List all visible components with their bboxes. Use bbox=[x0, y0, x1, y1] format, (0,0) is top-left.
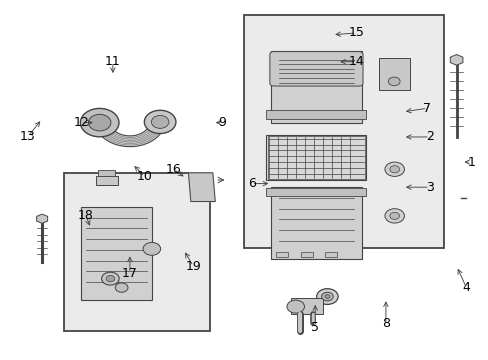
Text: 14: 14 bbox=[348, 55, 364, 68]
Text: 2: 2 bbox=[425, 130, 433, 144]
Bar bbox=[266, 188, 366, 196]
Circle shape bbox=[384, 209, 404, 223]
Text: 5: 5 bbox=[310, 320, 319, 333]
Circle shape bbox=[286, 300, 304, 313]
Circle shape bbox=[387, 77, 399, 86]
Polygon shape bbox=[188, 173, 215, 202]
Text: 3: 3 bbox=[425, 181, 433, 194]
Circle shape bbox=[80, 108, 119, 137]
Text: 8: 8 bbox=[381, 317, 389, 330]
Text: 13: 13 bbox=[20, 130, 35, 144]
Text: 16: 16 bbox=[165, 163, 182, 176]
Text: 4: 4 bbox=[462, 281, 469, 294]
Bar bbox=[98, 170, 115, 176]
Circle shape bbox=[88, 114, 111, 131]
Bar bbox=[96, 176, 118, 185]
Bar bbox=[64, 173, 210, 330]
Circle shape bbox=[325, 295, 329, 298]
Text: 7: 7 bbox=[423, 102, 430, 115]
FancyBboxPatch shape bbox=[269, 51, 362, 86]
Text: 10: 10 bbox=[136, 170, 152, 183]
Bar bbox=[266, 135, 366, 180]
Circle shape bbox=[389, 166, 399, 173]
Bar bbox=[267, 136, 364, 179]
Circle shape bbox=[115, 283, 128, 292]
Circle shape bbox=[144, 110, 176, 134]
Circle shape bbox=[316, 289, 337, 305]
Text: 17: 17 bbox=[122, 267, 138, 280]
Text: 12: 12 bbox=[73, 116, 89, 129]
Bar bbox=[276, 252, 288, 257]
Text: 18: 18 bbox=[78, 210, 94, 222]
Text: 19: 19 bbox=[185, 260, 201, 273]
Circle shape bbox=[102, 272, 119, 285]
Text: 9: 9 bbox=[218, 116, 226, 129]
Bar bbox=[81, 207, 152, 300]
Bar bbox=[266, 110, 366, 119]
Bar bbox=[290, 298, 322, 315]
Bar bbox=[271, 51, 361, 123]
Bar bbox=[325, 252, 336, 257]
Circle shape bbox=[151, 116, 168, 129]
Polygon shape bbox=[95, 121, 164, 147]
Circle shape bbox=[143, 242, 160, 255]
Circle shape bbox=[321, 292, 332, 301]
Text: 1: 1 bbox=[467, 156, 474, 168]
Text: 11: 11 bbox=[105, 55, 121, 68]
Text: 15: 15 bbox=[348, 27, 364, 40]
Bar bbox=[378, 58, 409, 90]
Bar bbox=[271, 187, 361, 259]
Circle shape bbox=[384, 162, 404, 176]
Circle shape bbox=[389, 212, 399, 220]
Circle shape bbox=[106, 275, 115, 282]
Text: 6: 6 bbox=[247, 177, 255, 190]
Bar bbox=[300, 252, 312, 257]
Bar bbox=[244, 15, 444, 248]
